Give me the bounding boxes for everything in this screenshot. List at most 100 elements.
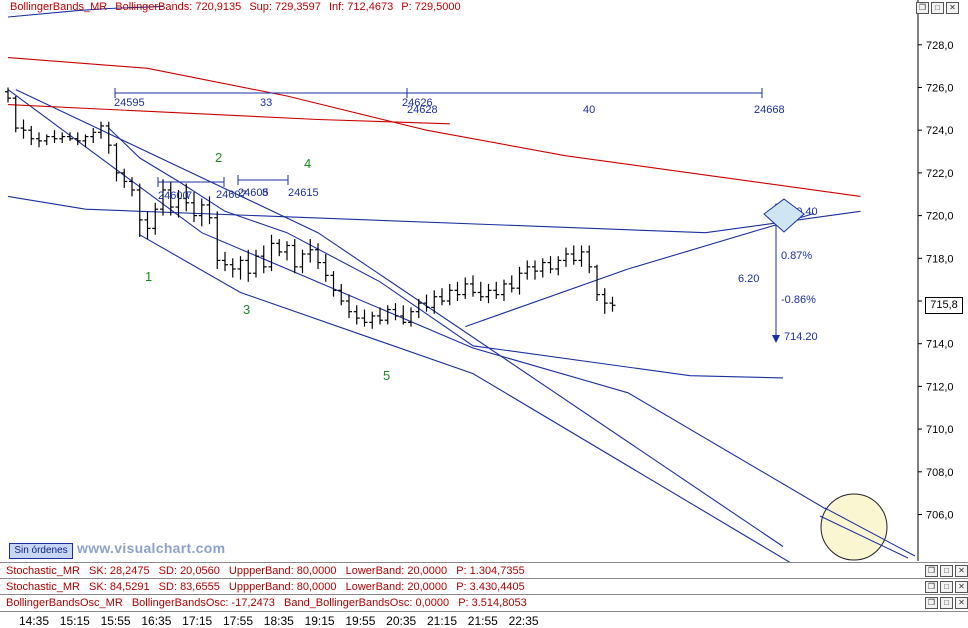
header-indicator-name: BollingerBands_MR	[10, 1, 108, 13]
arrow-down-icon	[772, 335, 780, 343]
maximize-icon[interactable]: □	[940, 581, 953, 593]
measure-label: 714.20	[784, 331, 818, 343]
ohlc-bar	[555, 256, 562, 276]
ohlc-bar	[330, 271, 337, 297]
ohlc-bar	[5, 87, 11, 103]
ohlc-bar	[291, 239, 298, 274]
indicator-row-stochastic-2[interactable]: Stochastic_MR SK: 84,5291 SD: 83,6555 Up…	[0, 578, 968, 595]
indicator-name: Stochastic_MR	[6, 581, 80, 593]
restore-icon[interactable]: ❐	[916, 2, 929, 14]
ohlc-bar	[160, 179, 166, 216]
maximize-icon[interactable]: □	[931, 2, 944, 14]
line-lower-trend	[7, 89, 861, 530]
ohlc-bar	[353, 305, 360, 325]
ohlc-bar	[299, 249, 306, 274]
measure-label: 7	[186, 190, 192, 202]
watermark-text: www.visualchart.com	[77, 540, 226, 556]
ohlc-bar	[260, 245, 267, 274]
close-icon[interactable]: ✕	[955, 565, 968, 577]
price-tick-label: 718,0	[926, 253, 954, 265]
price-tick-label: 710,0	[926, 424, 954, 436]
sin-ordenes-button[interactable]: Sin órdenes	[9, 543, 73, 559]
indicator-lower-band: LowerBand: 20,0000	[345, 565, 448, 577]
header-inf-value: Inf: 712,4673	[328, 1, 394, 13]
indicator-name: Stochastic_MR	[6, 565, 80, 577]
ohlc-bar	[508, 275, 515, 293]
time-tick-label: 18:35	[263, 614, 294, 628]
ohlc-bar	[167, 181, 174, 216]
time-tick-label: 19:15	[304, 614, 335, 628]
measure-label: 24615	[288, 187, 319, 199]
measure-label: 24607	[216, 189, 247, 201]
ohlc-bar	[547, 256, 554, 274]
indicator-lower-band: LowerBand: 20,0000	[345, 581, 448, 593]
price-tick-label: 722,0	[926, 168, 954, 180]
ohlc-bar	[346, 294, 352, 319]
time-tick-label: 17:55	[222, 614, 254, 628]
ohlc-bar	[392, 303, 399, 321]
ohlc-bar	[462, 277, 469, 299]
line-resistance	[15, 89, 784, 547]
restore-icon[interactable]: ❐	[925, 581, 938, 593]
ohlc-bar	[113, 143, 120, 182]
indicator-name: BollingerBandsOsc_MR	[6, 597, 123, 609]
ohlc-bar	[268, 234, 275, 272]
ohlc-bar	[408, 307, 414, 327]
target-diamond-icon	[763, 198, 805, 233]
price-tick-label: 706,0	[926, 510, 954, 522]
line-through-circle	[824, 507, 916, 557]
ohlc-bar	[67, 132, 73, 141]
time-tick-label: 19:55	[345, 614, 376, 628]
ohlc-bar	[446, 283, 453, 306]
ohlc-bar	[59, 132, 66, 144]
time-tick-label: 21:55	[467, 614, 498, 628]
indicator-p: P: 3.514,8053	[458, 597, 527, 609]
close-icon[interactable]: ✕	[946, 2, 959, 14]
ohlc-bar	[431, 290, 438, 314]
indicator-p: P: 1.304,7355	[456, 565, 525, 577]
measure-label: 8	[262, 187, 268, 199]
ohlc-bar	[315, 243, 321, 269]
close-icon[interactable]: ✕	[955, 581, 968, 593]
indicator-row-bb-osc[interactable]: BollingerBandsOsc_MR BollingerBandsOsc: …	[0, 594, 968, 611]
ohlc-bar	[454, 281, 461, 301]
header-sup-value: Sup: 729,3597	[249, 1, 321, 13]
measure-label: 24595	[114, 97, 145, 109]
ohlc-bar	[493, 281, 500, 299]
indicator-upper-band: UppperBand: 80,0000	[228, 565, 337, 577]
restore-icon[interactable]: ❐	[925, 597, 938, 609]
indicator-sk: SK: 28,2475	[89, 565, 150, 577]
close-icon[interactable]: ✕	[955, 597, 968, 609]
ohlc-bar	[12, 96, 19, 133]
ohlc-bar	[82, 134, 89, 148]
ohlc-bar	[470, 275, 476, 297]
line-upper-band	[7, 5, 164, 18]
ohlc-bar	[90, 128, 97, 144]
indicator-row-stochastic-1[interactable]: Stochastic_MR SK: 28,2475 SD: 20,0560 Up…	[0, 562, 968, 579]
measure-label: -0.86%	[781, 294, 816, 306]
maximize-icon[interactable]: □	[940, 597, 953, 609]
time-tick-label: 14:35	[18, 614, 50, 628]
highlight-circle	[820, 493, 888, 561]
wave-label: 3	[243, 302, 250, 317]
ohlc-bar	[20, 119, 27, 139]
indicator-sd: SD: 20,0560	[158, 565, 220, 577]
ohlc-bar	[237, 256, 244, 280]
ohlc-bar	[214, 211, 221, 269]
ohlc-bar	[586, 245, 593, 274]
wave-label: 4	[304, 156, 311, 171]
restore-icon[interactable]: ❐	[925, 565, 938, 577]
ohlc-bar	[524, 260, 531, 280]
ohlc-bar	[532, 260, 538, 280]
ohlc-bar	[578, 245, 585, 267]
ohlc-bar	[229, 258, 236, 278]
ohlc-bar	[570, 245, 577, 265]
maximize-icon[interactable]: □	[940, 565, 953, 577]
ohlc-bar	[307, 239, 314, 263]
ohlc-bar	[276, 239, 283, 257]
ohlc-bar	[338, 283, 345, 306]
ohlc-bar	[400, 305, 407, 325]
time-tick-label: 21:15	[426, 614, 458, 628]
